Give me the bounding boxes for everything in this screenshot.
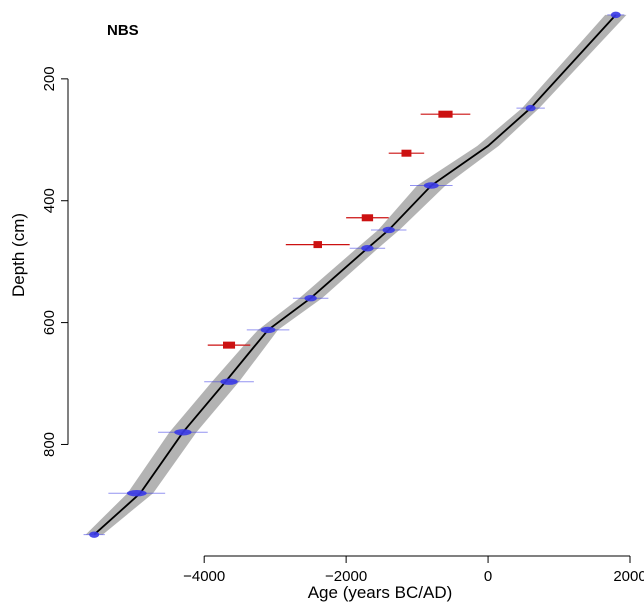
x-tick-label: 0 [484, 568, 492, 585]
dated-sample [83, 531, 105, 538]
outlier-sample-marker [438, 110, 453, 118]
outlier-sample [346, 214, 389, 222]
y-tick-label: 600 [41, 310, 58, 335]
outlier-sample [388, 149, 425, 157]
outlier-sample [285, 241, 350, 249]
dated-sample-marker [174, 429, 192, 436]
uncertainty-band [85, 14, 627, 535]
outlier-sample [207, 341, 251, 349]
x-tick-label: −4000 [183, 568, 225, 585]
dated-sample-marker [89, 531, 100, 538]
y-tick-label: 800 [41, 432, 58, 457]
x-tick-label: −2000 [325, 568, 367, 585]
x-tick-label: 2000 [613, 568, 644, 585]
dated-sample-marker [610, 11, 621, 19]
dated-sample-marker [525, 104, 536, 112]
y-tick-label: 200 [41, 66, 58, 91]
dated-sample [246, 326, 290, 334]
dated-sample [607, 11, 625, 19]
y-tick-label: 400 [41, 188, 58, 213]
outlier-sample-marker [401, 149, 412, 157]
dated-sample [349, 245, 386, 252]
outlier-sample-marker [313, 241, 322, 249]
dated-sample-marker [361, 245, 374, 252]
outlier-sample-marker [361, 214, 374, 222]
outlier-sample-marker [223, 341, 236, 349]
dated-sample-marker [304, 295, 317, 302]
dated-sample [158, 429, 208, 436]
dated-sample-marker [423, 182, 439, 189]
x-axis-title: Age (years BC/AD) [308, 583, 453, 602]
dated-sample [370, 226, 407, 234]
dated-sample [292, 295, 329, 302]
y-axis-title: Depth (cm) [9, 213, 28, 297]
dated-sample-marker [220, 378, 238, 385]
chart-title: NBS [107, 22, 139, 39]
dated-sample [410, 182, 453, 189]
dated-sample-marker [126, 490, 147, 497]
dated-sample-marker [260, 326, 276, 334]
dated-sample [108, 490, 166, 497]
uncertainty-band-layer [85, 14, 627, 535]
dated-samples-layer [83, 11, 625, 538]
axes-layer: −4000 −2000 0 2000 200 400 600 800 [41, 66, 644, 585]
dated-sample [204, 378, 254, 385]
dated-sample [516, 104, 545, 112]
outlier-sample [420, 110, 471, 118]
outlier-samples-layer [207, 110, 471, 349]
dated-sample-marker [382, 226, 395, 234]
